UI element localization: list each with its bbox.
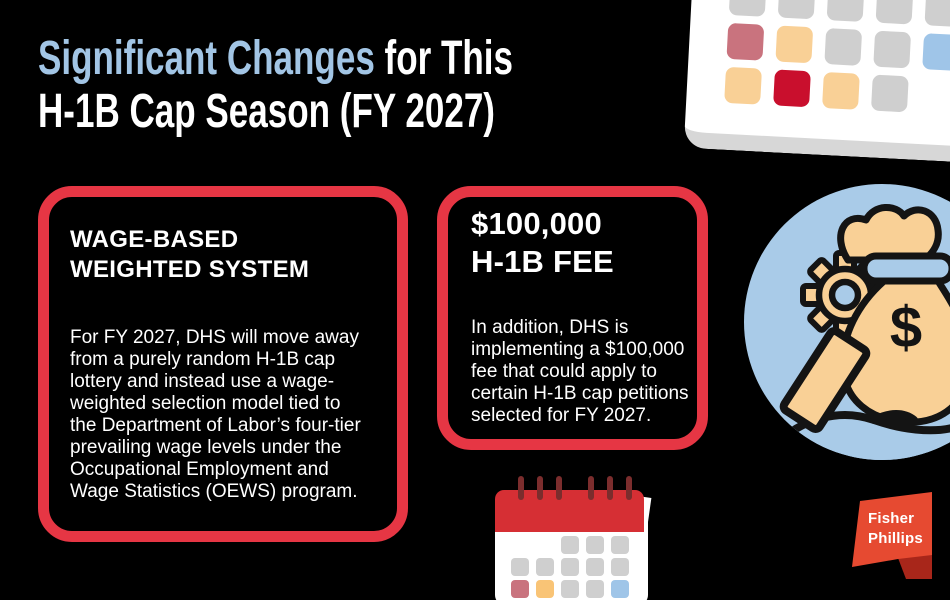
logo-banner bbox=[852, 492, 932, 567]
calendar-day-square bbox=[611, 580, 629, 598]
calendar-day-square bbox=[824, 28, 863, 66]
calendar-day-square bbox=[726, 22, 765, 61]
calendar-day-square bbox=[822, 71, 860, 110]
calendar-day-square bbox=[611, 558, 629, 576]
page-title: Significant Changes for This H-1B Cap Se… bbox=[38, 32, 513, 138]
calendar-day-square bbox=[586, 580, 604, 598]
calendar-top-grid bbox=[724, 0, 950, 115]
calendar-day-square bbox=[826, 0, 865, 22]
calendar-day-square bbox=[777, 0, 816, 20]
card-heading: $100,000 H-1B FEE bbox=[471, 206, 614, 279]
calendar-ring bbox=[588, 476, 594, 500]
calendar-day-square bbox=[724, 66, 762, 105]
calendar-day-square bbox=[924, 0, 950, 28]
calendar-day-square bbox=[775, 25, 814, 64]
card-heading: WAGE-BASED WEIGHTED SYSTEM bbox=[70, 226, 310, 283]
calendar-bottom-icon bbox=[488, 470, 660, 600]
calendar-ring bbox=[626, 476, 632, 500]
logo-text-line1: Fisher bbox=[868, 510, 914, 527]
calendar-day-square bbox=[586, 536, 604, 554]
calendar-day-square bbox=[586, 558, 604, 576]
card-body: In addition, DHS is implementing a $100,… bbox=[471, 317, 689, 426]
calendar-ring bbox=[518, 476, 524, 500]
calendar-day-square bbox=[561, 536, 579, 554]
calendar-day-square bbox=[773, 69, 811, 108]
title-highlight: Significant Changes bbox=[38, 32, 375, 85]
money-hand-icon: $ bbox=[744, 184, 950, 460]
calendar-ring bbox=[556, 476, 562, 500]
title-rest: for This H-1B Cap Season (FY 2027) bbox=[38, 32, 514, 138]
calendar-top-decoration bbox=[683, 0, 950, 163]
card-body: For FY 2027, DHS will move away from a p… bbox=[70, 327, 361, 502]
sleeve-cuff bbox=[779, 327, 871, 433]
hand-icon bbox=[770, 410, 950, 460]
card-wage-based-system: WAGE-BASED WEIGHTED SYSTEM For FY 2027, … bbox=[38, 186, 408, 542]
calendar-day-square bbox=[561, 580, 579, 598]
calendar-day-square bbox=[728, 0, 767, 17]
calendar-day-square bbox=[536, 580, 554, 598]
logo-text-line2: Phillips bbox=[868, 530, 923, 547]
logo-fold bbox=[898, 554, 932, 579]
dollar-sign: $ bbox=[890, 295, 922, 360]
card-h1b-fee: $100,000 H-1B FEE In addition, DHS is im… bbox=[437, 186, 708, 450]
calendar-ring bbox=[537, 476, 543, 500]
calendar-day-square bbox=[511, 558, 529, 576]
calendar-day-square bbox=[922, 33, 950, 71]
calendar-day-square bbox=[511, 580, 529, 598]
calendar-day-square bbox=[561, 558, 579, 576]
calendar-bottom-grid bbox=[511, 536, 629, 598]
calendar-day-square bbox=[536, 558, 554, 576]
money-bag-icon: $ bbox=[837, 204, 950, 426]
calendar-day-square bbox=[870, 74, 909, 113]
fisher-phillips-logo: Fisher Phillips bbox=[852, 492, 932, 579]
calendar-day-square bbox=[873, 30, 912, 69]
calendar-ring bbox=[607, 476, 613, 500]
calendar-day-square bbox=[875, 0, 914, 25]
calendar-day-square bbox=[611, 536, 629, 554]
